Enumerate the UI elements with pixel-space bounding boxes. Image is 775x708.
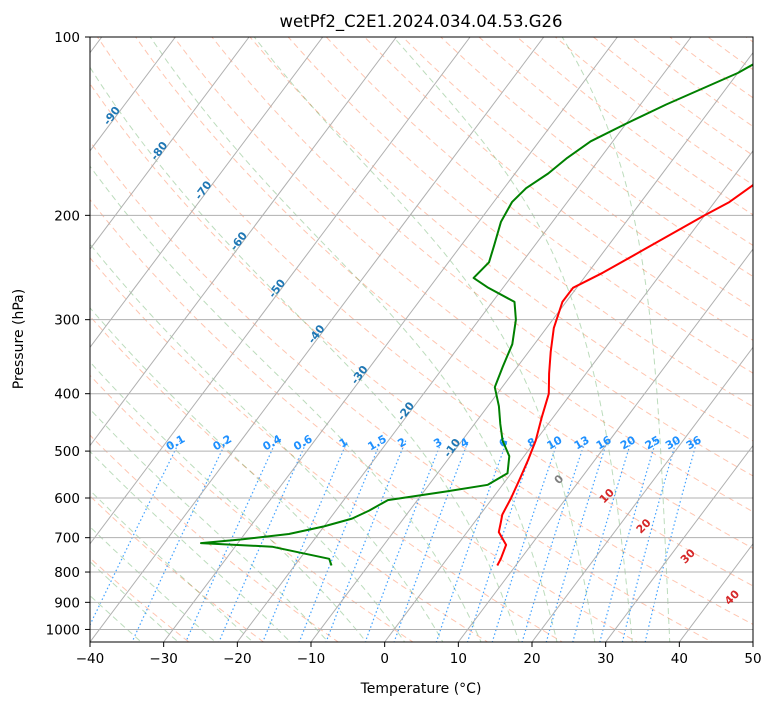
y-tick-label: 200 <box>54 208 80 224</box>
mixing-ratio-line <box>491 440 559 642</box>
isotherm-line <box>90 37 397 447</box>
data-series <box>200 63 753 566</box>
mixing-ratio-line <box>90 440 181 627</box>
isotherm-line <box>163 37 618 642</box>
mixing-ratio-line <box>435 440 508 642</box>
x-tick-label: 0 <box>380 651 389 667</box>
mixing-ratio-line <box>572 440 632 642</box>
moist-adiabat <box>90 594 142 642</box>
grid-lines <box>90 37 753 642</box>
dry-adiabat <box>211 37 753 477</box>
moist-adiabat <box>90 489 254 642</box>
x-tick-label: 40 <box>671 651 688 667</box>
x-tick-label: 10 <box>450 651 467 667</box>
y-tick-label: 600 <box>54 491 80 507</box>
axis-ticks: −40 −30 −20 −10 0 10 20 30 40 50 100 200 300 400 500 60… <box>46 30 762 667</box>
moist-adiabat <box>90 450 292 642</box>
y-tick-label: 800 <box>54 565 80 581</box>
mixing-ratio-line <box>621 440 677 642</box>
x-tick-label: 50 <box>744 651 761 667</box>
x-axis-title: Temperature (°C) <box>360 681 482 697</box>
isotherm-line <box>236 37 692 642</box>
isotherm-line <box>90 37 176 152</box>
isotherm-line <box>90 37 545 642</box>
isotherm-line <box>605 444 753 642</box>
x-tick-label: −20 <box>223 651 252 667</box>
y-tick-label: 1000 <box>46 622 80 638</box>
y-tick-label: 300 <box>54 313 80 329</box>
mixing-ratio-line <box>131 440 228 642</box>
y-tick-label: 500 <box>54 444 80 460</box>
mixing-ratio-line <box>644 440 698 642</box>
moist-adiabat <box>393 37 633 642</box>
chart-title: wetPf2_C2E1.2024.034.04.53.G26 <box>279 12 562 32</box>
x-tick-label: −40 <box>76 651 105 667</box>
y-tick-label: 100 <box>54 30 80 46</box>
moist-adiabat <box>90 561 179 642</box>
moist-adiabat <box>90 361 367 642</box>
isotherm-line <box>457 248 753 642</box>
x-tick-label: −10 <box>297 651 326 667</box>
mixing-ratio-line <box>521 440 586 642</box>
y-tick-label: 900 <box>54 595 80 611</box>
moist-adiabat <box>90 526 217 642</box>
x-tick-label: −30 <box>149 651 178 667</box>
plot-frame <box>89 36 754 643</box>
x-tick-label: 20 <box>523 651 540 667</box>
y-tick-label: 400 <box>54 387 80 403</box>
isotherm-line <box>384 150 753 642</box>
moist-adiabat <box>253 37 596 642</box>
mixing-ratio-line <box>262 440 349 642</box>
moist-adiabat <box>90 307 406 642</box>
isotherm-line <box>90 37 324 349</box>
dry-adiabat <box>249 37 753 442</box>
y-tick-label: 700 <box>54 531 80 547</box>
isotherm-line <box>90 37 471 545</box>
isotherm-line <box>90 37 250 250</box>
moist-adiabat <box>561 37 671 642</box>
mixing-ratio-line <box>218 440 308 642</box>
isotherm-line <box>531 346 753 642</box>
isotherm-line <box>310 51 753 642</box>
dewpoint-profile <box>200 63 753 566</box>
mixing-ratio-line <box>545 440 608 642</box>
temperature-profile <box>496 183 753 566</box>
x-tick-label: 30 <box>597 651 614 667</box>
mixing-ratio-line <box>599 440 657 642</box>
y-axis-title: Pressure (hPa) <box>11 289 27 389</box>
